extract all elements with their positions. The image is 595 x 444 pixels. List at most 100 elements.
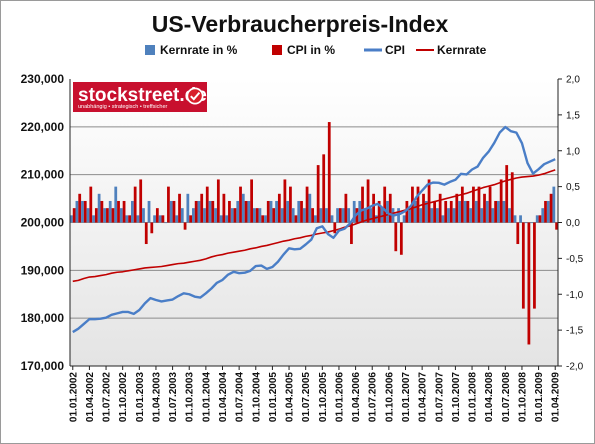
legend-label-kernrate: Kernrate [437,43,487,57]
cpi-pct-bar [488,186,492,223]
left-tick-label: 190,000 [21,263,65,277]
cpi-pct-bar [183,222,187,230]
cpi-pct-bar [100,200,104,223]
kernrate-pct-bar [408,208,412,223]
kernrate-pct-bar [308,193,312,223]
left-tick-label: 180,000 [21,311,65,325]
x-tick-label: 01.04.2009 [551,372,562,422]
kernrate-pct-bar [491,208,495,223]
kernrate-pct-bar [86,208,90,223]
kernrate-pct-bar [153,215,156,223]
kernrate-pct-bar [258,208,262,223]
kernrate-pct-bar [169,200,173,223]
cpi-pct-bar [344,193,348,223]
cpi-pct-bar [516,222,520,245]
x-tick-label: 01.10.2007 [451,372,462,422]
kernrate-pct-bar [147,200,151,223]
x-tick-label: 01.01.2005 [268,372,279,422]
right-tick-label: 1,5 [566,110,580,121]
kernrate-pct-bar [441,215,445,223]
x-tick-label: 01.07.2005 [301,372,312,422]
cpi-pct-bar [133,186,137,223]
cpi-pct-bar [167,186,170,223]
cpi-pct-bar [372,193,375,223]
cpi-pct-bar [544,200,547,223]
kernrate-pct-bar [352,200,356,223]
cpi-pct-bar [416,186,420,223]
cpi-pct-bar [333,222,337,234]
legend: Kernrate in % CPI in % CPI Kernrate [145,43,487,57]
cpi-line [72,125,556,334]
kernrate-pct-bar [458,200,461,223]
kernrate-pct-bar [513,215,517,223]
checkmark-disc-icon [188,89,202,103]
kernrate-pct-bar [280,208,284,223]
kernrate-pct-bar [291,208,295,223]
kernrate-pct-bar [81,200,84,223]
legend-swatch-kernrate-pct [145,45,155,55]
right-tick-label: 2,0 [566,75,580,86]
kernrate-pct-bar [480,208,484,223]
kernrate-pct-bar [214,208,217,223]
x-tick-label: 01.04.2006 [351,372,362,422]
x-tick-label: 01.04.2008 [484,372,495,422]
cpi-pct-bar [394,222,398,252]
cpi-pct-bar [399,222,403,255]
kernrate-pct-bar [108,200,112,223]
cpi-pct-bar [172,200,176,223]
kernrate-pct-bar [264,215,267,223]
kernrate-pct-bar [75,200,79,223]
cpi-pct-bar [322,154,326,223]
cpi-pct-bar [200,193,204,223]
x-tick-label: 01.01.2009 [534,372,545,422]
x-tick-label: 01.07.2002 [102,372,113,422]
kernrate-pct-bar [164,222,168,224]
cpi-pct-bar [499,179,503,223]
cpi-pct-bar [266,200,270,223]
x-tick-label: 01.01.2008 [468,372,479,422]
cpi-pct-bar [449,200,453,223]
cpi-pct-bar [122,200,126,223]
kernrate-pct-bar [347,208,351,223]
cpi-pct-bar [505,165,509,223]
cpi-pct-bar [139,179,143,223]
kernrate-pct-bar [469,208,473,223]
legend-label-cpi: CPI [385,43,405,57]
cpi-pct-bar [510,172,514,223]
left-tick-label: 220,000 [21,120,65,134]
left-tick-label: 200,000 [21,216,65,230]
kernrate-pct-bar [430,208,434,223]
x-tick-label: 01.01.2002 [68,372,79,422]
cpi-pct-bar [555,222,558,230]
kernrate-pct-bar [424,200,428,223]
kernrate-pct-bar [192,208,195,223]
cpi-pct-bar [161,215,165,223]
cpi-pct-bar [178,193,181,223]
kernrate-pct-bar [474,200,478,223]
x-tick-label: 01.01.2006 [334,372,345,422]
cpi-pct-bar [422,193,425,223]
kernrate-pct-bar [103,208,107,223]
kernrate-pct-bar [225,215,229,223]
cpi-pct-bar [222,193,226,223]
kernrate-pct-bar [546,200,550,223]
kernrate-pct-bar [92,215,95,223]
cpi-pct-bar [405,200,409,223]
cpi-pct-bar [194,200,198,223]
kernrate-pct-bar [219,215,223,223]
kernrate-pct-bar [208,200,212,223]
kernrate-pct-bar [485,200,489,223]
kernrate-pct-bar [524,222,528,224]
kernrate-pct-bar [519,215,522,223]
x-tick-label: 01.04.2004 [218,372,229,422]
x-tick-label: 01.04.2002 [85,372,96,422]
cpi-pct-bar [361,186,364,223]
cpi-pct-bar [111,208,115,223]
cpi-pct-bar [438,193,442,223]
legend-swatch-cpi-pct [272,45,282,55]
kernrate-pct-bar [175,215,179,223]
kernrate-pct-bar [325,208,328,223]
kernrate-pct-bar [241,193,245,223]
cpi-pct-bar [205,186,209,223]
